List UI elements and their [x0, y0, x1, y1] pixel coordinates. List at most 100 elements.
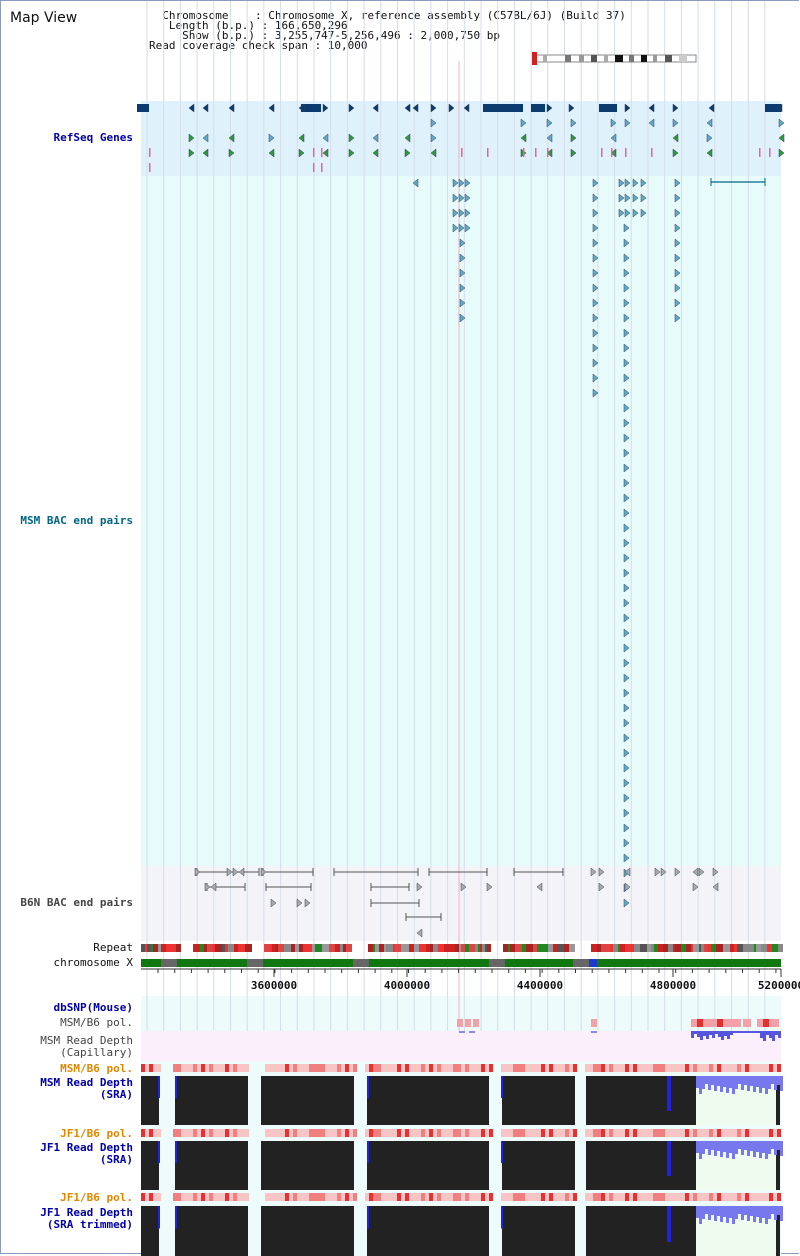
coverage-bar [702, 1076, 705, 1089]
bac-end [654, 867, 661, 877]
gene-arrow [546, 103, 553, 113]
pol-segment [593, 1129, 597, 1137]
gene-arrow [706, 118, 713, 128]
pol-segment [717, 1064, 721, 1072]
pol-segment [369, 1129, 373, 1137]
coverage-bar [459, 1031, 465, 1033]
snp-mark [149, 163, 151, 172]
pol-segment [369, 1064, 373, 1072]
b6n-bac-track[interactable] [194, 867, 719, 938]
pol-segment [277, 1193, 281, 1201]
msm-read-depth-sra-track[interactable] [141, 1076, 783, 1125]
jf1-b6-pol-track-2[interactable] [141, 1193, 781, 1201]
gene-arrow [228, 103, 235, 113]
repeat-segment [368, 944, 373, 952]
bac-end [460, 882, 467, 892]
pol-segment [733, 1129, 737, 1137]
bac-end [459, 253, 466, 263]
jf1-b6-pol-track-1[interactable] [141, 1129, 781, 1137]
msm-b6-pol-track-1[interactable] [457, 1019, 779, 1027]
coverage-bar [756, 1076, 759, 1087]
gene-arrow [610, 118, 617, 128]
pol-segment [509, 1193, 513, 1201]
pol-segment [517, 1064, 521, 1072]
repeat-segment [707, 944, 711, 952]
msm-b6-pol-track-2[interactable] [141, 1064, 781, 1072]
pol-segment [669, 1064, 673, 1072]
label-msm-b6-pol-2[interactable]: MSM/B6 pol. [60, 1062, 133, 1075]
bac-end [623, 898, 630, 908]
jf1-read-depth-sra-track[interactable] [141, 1141, 783, 1190]
coverage-bar [772, 1031, 775, 1041]
read-depth-block [775, 1076, 780, 1125]
repeat-track[interactable] [141, 944, 783, 952]
msm-read-depth-capillary-track[interactable] [459, 1031, 781, 1041]
gene-arrow [268, 103, 275, 113]
bac-end [592, 313, 599, 323]
label-refseq-genes[interactable]: RefSeq Genes [53, 131, 133, 144]
label-jf1-b6-pol-1[interactable]: JF1/B6 pol. [60, 1127, 133, 1140]
coverage-bar [711, 1076, 714, 1085]
coverage-bar [501, 1206, 503, 1229]
pol-segment [661, 1193, 665, 1201]
repeat-segment [601, 944, 608, 952]
pol-segment [653, 1193, 657, 1201]
gene-arrow [372, 103, 379, 113]
bac-end [226, 867, 233, 877]
pol-segment [269, 1129, 273, 1137]
pol-segment [673, 1129, 677, 1137]
bac-end [623, 238, 630, 248]
label-jf1-read-depth-sra[interactable]: JF1 Read Depth (SRA) [40, 1141, 133, 1166]
capillary-track-bg [141, 1031, 781, 1061]
pol-segment [397, 1064, 401, 1072]
label-jf1-read-depth-trimmed[interactable]: JF1 Read Depth (SRA trimmed) [40, 1206, 133, 1231]
chromosome-band-track[interactable] [141, 959, 781, 967]
refseq-genes-track[interactable] [137, 103, 785, 172]
pol-segment [713, 1129, 717, 1137]
pol-segment [433, 1129, 437, 1137]
pol-segment [721, 1129, 725, 1137]
gene-arrow [404, 148, 411, 158]
bac-end [592, 358, 599, 368]
pol-segment [505, 1064, 509, 1072]
coverage-bar [769, 1031, 772, 1038]
coverage-bar [667, 1141, 671, 1176]
pol-segment [297, 1129, 301, 1137]
pol-segment [185, 1129, 189, 1137]
bac-end [674, 238, 681, 248]
pol-segment [385, 1193, 389, 1201]
read-depth-block [586, 1206, 696, 1256]
pol-segment [713, 1064, 717, 1072]
label-msm-read-depth-sra[interactable]: MSM Read Depth (SRA) [40, 1076, 133, 1101]
label-dbsnp[interactable]: dbSNP(Mouse) [53, 1001, 133, 1014]
gene-arrow [372, 133, 379, 143]
label-jf1-b6-pol-2[interactable]: JF1/B6 pol. [60, 1191, 133, 1204]
gene-arrow [546, 148, 553, 158]
pol-segment [617, 1064, 621, 1072]
read-depth-block [141, 1206, 159, 1256]
pol-segment [641, 1064, 645, 1072]
pol-segment [621, 1129, 625, 1137]
label-b6n-bac-end-pairs[interactable]: B6N BAC end pairs [20, 896, 133, 909]
pol-segment [625, 1193, 629, 1201]
jf1-read-depth-trimmed-track[interactable] [141, 1206, 783, 1256]
pol-segment [437, 1064, 441, 1072]
chromosome-ideogram[interactable] [532, 52, 697, 65]
pol-segment [645, 1129, 649, 1137]
pol-segment [545, 1193, 549, 1201]
pol-segment [589, 1064, 593, 1072]
repeat-segment [284, 944, 291, 952]
pol-segment [441, 1193, 445, 1201]
coverage-bar [780, 1206, 783, 1221]
pol-segment [733, 1064, 737, 1072]
pol-segment [565, 1193, 569, 1201]
coverage-bar [768, 1141, 771, 1154]
gene-arrow [430, 133, 437, 143]
bac-end [592, 373, 599, 383]
bac-end [232, 867, 239, 877]
pol-segment [205, 1193, 209, 1201]
repeat-segment [306, 944, 312, 952]
gene-arrow [570, 148, 577, 158]
label-msm-bac-end-pairs[interactable]: MSM BAC end pairs [20, 514, 133, 527]
